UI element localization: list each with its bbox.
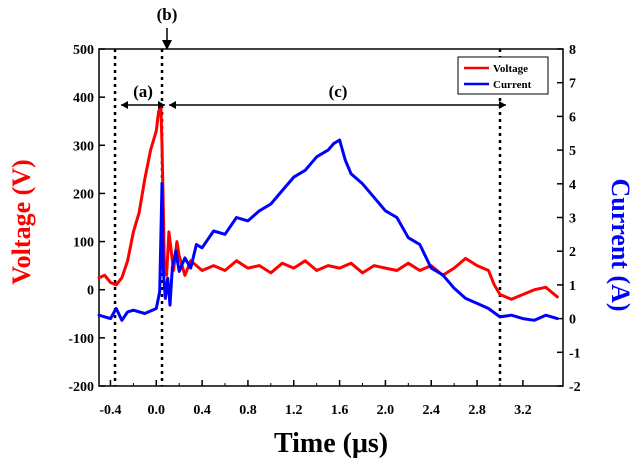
y2-tick-label: 2 <box>569 245 576 260</box>
region-annotations: (b) (a) (c) <box>121 5 506 109</box>
x-tick-label: 2.0 <box>377 403 395 418</box>
y-axis-title-right: Current (A) <box>606 178 635 311</box>
y2-tick-label: 7 <box>569 77 576 92</box>
legend-current-label: Current <box>493 79 532 91</box>
region-c-arrow-left <box>169 101 176 109</box>
legend: Voltage Current <box>457 56 549 95</box>
x-tick-label: -0.4 <box>99 403 121 418</box>
y-tick-label: 400 <box>73 91 94 106</box>
y-tick-label: 300 <box>73 139 94 154</box>
region-c-label: (c) <box>329 82 348 101</box>
legend-box <box>457 56 549 95</box>
y2-tick-label: 4 <box>569 178 576 193</box>
series-line-voltage <box>97 105 559 301</box>
x-tick-label: 1.2 <box>285 403 303 418</box>
y-axis-ticks-right: -2 -1 0 1 2 3 4 5 6 7 8 <box>557 43 581 395</box>
y-tick-label: -200 <box>68 380 94 395</box>
x-axis-ticks: -0.4 0.0 0.4 0.8 1.2 1.6 2.0 2.4 2.8 3.2 <box>99 380 532 418</box>
y-tick-label: -100 <box>68 332 94 347</box>
y2-tick-label: 8 <box>569 43 576 58</box>
region-a-label: (a) <box>133 82 153 101</box>
x-tick-label: 0.4 <box>193 403 211 418</box>
y2-tick-label: 1 <box>569 279 576 294</box>
y2-tick-label: -1 <box>569 346 581 361</box>
y-tick-label: 100 <box>73 236 94 251</box>
region-a-arrow-right <box>158 101 165 109</box>
series-line-current <box>97 138 559 322</box>
y-axis-ticks-left: -200 -100 0 100 200 300 400 500 <box>68 43 105 395</box>
y-tick-label: 200 <box>73 187 94 202</box>
y2-tick-label: 3 <box>569 212 576 227</box>
x-tick-label: 0.0 <box>148 403 166 418</box>
y-tick-label: 500 <box>73 43 94 58</box>
y2-tick-label: -2 <box>569 380 581 395</box>
x-tick-label: 2.8 <box>468 403 486 418</box>
legend-voltage-label: Voltage <box>493 63 528 75</box>
y2-tick-label: 6 <box>569 110 576 125</box>
region-c-arrow-right <box>499 101 506 109</box>
y-tick-label: 0 <box>87 284 94 299</box>
x-axis-title: Time (μs) <box>274 428 388 459</box>
region-b-arrowhead <box>162 40 172 50</box>
y2-tick-label: 5 <box>569 144 576 159</box>
y2-tick-label: 0 <box>569 313 576 328</box>
data-series <box>97 105 559 322</box>
y-axis-title-left: Voltage (V) <box>7 159 36 284</box>
region-b-label: (b) <box>157 5 178 24</box>
region-a-arrow-left <box>121 101 128 109</box>
x-tick-label: 2.4 <box>422 403 440 418</box>
x-tick-label: 0.8 <box>239 403 257 418</box>
region-marker-lines <box>113 49 502 386</box>
x-tick-label: 3.2 <box>514 403 532 418</box>
x-tick-label: 1.6 <box>331 403 349 418</box>
